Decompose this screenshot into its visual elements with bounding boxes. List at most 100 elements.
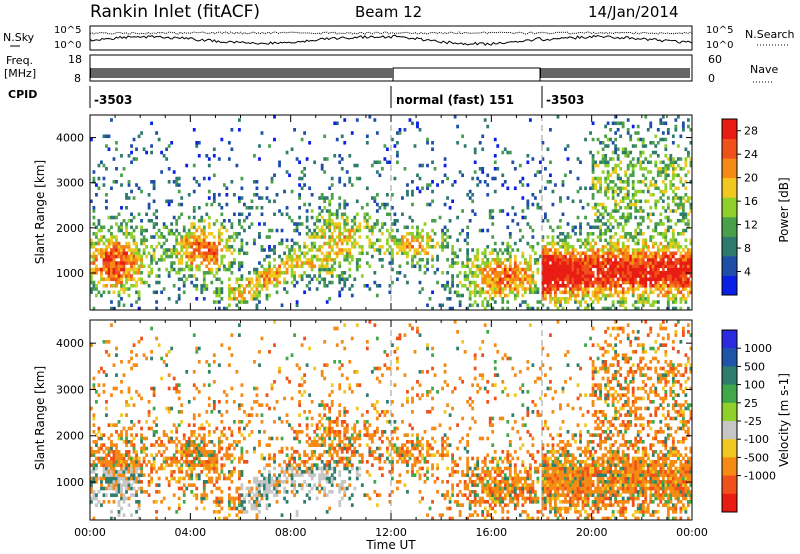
power-cell	[235, 232, 239, 236]
velocity-cell	[195, 496, 199, 501]
power-cell	[586, 306, 590, 311]
power-cell	[533, 173, 537, 178]
power-cell	[656, 245, 660, 249]
power-cell	[646, 170, 650, 174]
power-cell	[127, 232, 131, 236]
power-cell	[200, 287, 204, 291]
velocity-cell	[160, 443, 164, 447]
power-cell	[105, 284, 108, 288]
power-cell	[270, 228, 274, 233]
power-cell	[631, 303, 635, 308]
velocity-cell	[185, 473, 189, 477]
power-cell	[473, 293, 477, 298]
power-cell	[521, 235, 525, 239]
power-cell	[375, 131, 379, 135]
power-cell	[523, 261, 527, 265]
power-cell	[639, 297, 643, 301]
power-cell	[661, 189, 665, 194]
power-ylabel: Slant Range [km]	[33, 160, 47, 264]
power-cell	[288, 264, 291, 269]
velocity-cell	[120, 463, 123, 467]
power-cell	[325, 261, 329, 265]
power-cell	[571, 254, 575, 259]
power-cell	[313, 228, 317, 233]
power-cell	[363, 284, 367, 288]
power-cell	[666, 293, 670, 298]
power-cell	[481, 300, 485, 304]
power-cell	[310, 264, 314, 269]
velocity-cell	[100, 456, 103, 461]
power-cell	[365, 202, 369, 207]
velocity-cell	[155, 490, 159, 494]
power-cell	[571, 199, 575, 204]
velocity-cell	[180, 486, 184, 491]
power-cell	[162, 258, 166, 262]
power-cell	[227, 141, 231, 145]
power-cell	[192, 274, 196, 278]
velocity-cell	[205, 460, 209, 464]
power-cell	[606, 144, 610, 148]
power-cell	[576, 280, 580, 285]
power-cell	[478, 290, 482, 295]
power-cell	[200, 238, 204, 243]
power-cell	[624, 280, 628, 285]
power-cell	[659, 287, 663, 291]
power-cell	[102, 284, 106, 288]
power-cell	[265, 196, 269, 200]
power-cell	[230, 271, 234, 275]
power-cell	[664, 183, 668, 187]
power-cell	[508, 261, 512, 265]
power-cell	[232, 297, 236, 301]
power-cell	[681, 215, 685, 220]
velocity-cell	[125, 470, 128, 474]
power-cell	[380, 222, 384, 226]
velocity-cell	[222, 516, 226, 521]
power-cell	[671, 261, 675, 265]
power-cell	[636, 271, 640, 275]
power-cell	[110, 267, 113, 272]
power-cell	[175, 183, 179, 187]
power-cell	[240, 264, 244, 269]
power-cell	[609, 245, 613, 249]
velocity-cell	[102, 470, 106, 474]
power-cell	[330, 176, 334, 181]
velocity-cell	[160, 356, 164, 361]
velocity-cell	[95, 480, 98, 484]
power-cell	[340, 232, 344, 236]
power-cell	[348, 180, 352, 184]
power-cell	[606, 241, 610, 246]
beam-title: Beam 12	[355, 3, 422, 21]
power-cell	[669, 280, 673, 285]
velocity-cell	[140, 426, 143, 431]
power-cell	[606, 306, 610, 311]
power-cell	[197, 219, 201, 223]
power-cell	[120, 280, 123, 285]
power-cell	[606, 160, 610, 165]
power-cell	[155, 290, 159, 295]
power-cell	[195, 144, 199, 148]
velocity-cell	[212, 430, 216, 434]
velocity-cell	[170, 463, 174, 467]
power-cell	[237, 293, 241, 298]
power-cell	[609, 261, 613, 265]
power-cell	[190, 258, 194, 262]
power-cell	[130, 232, 133, 236]
power-cell	[689, 157, 693, 161]
power-cell	[594, 206, 597, 210]
velocity-cell	[200, 440, 204, 444]
power-cell	[180, 241, 184, 246]
velocity-cell	[202, 450, 206, 454]
power-cell	[649, 303, 653, 308]
power-cell	[468, 189, 472, 194]
power-cell	[421, 163, 424, 168]
power-cell	[365, 284, 369, 288]
power-cell	[340, 271, 344, 275]
power-cell	[641, 271, 645, 275]
power-cell	[624, 274, 628, 278]
power-cell	[401, 212, 404, 217]
power-cell	[478, 228, 482, 233]
velocity-cell	[202, 383, 206, 387]
velocity-cell	[152, 433, 156, 437]
power-cell	[200, 232, 204, 236]
power-cell	[202, 254, 206, 259]
